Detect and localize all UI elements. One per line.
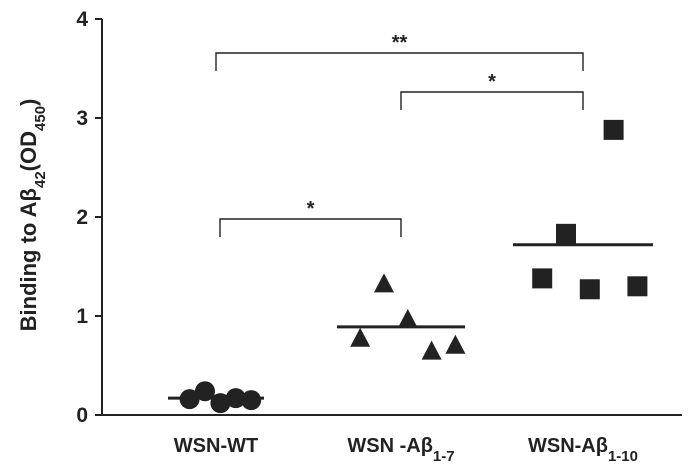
data-points (179, 119, 648, 414)
triangle-point (374, 273, 394, 293)
y-tick-label: 3 (76, 107, 88, 130)
x-category-label: WSN-WT (174, 435, 258, 457)
significance-label: ** (392, 32, 408, 54)
circle-point (210, 393, 231, 414)
significance-brackets: **** (215, 32, 584, 237)
y-axis-title-text: Binding to Aβ42(OD450) (16, 99, 49, 332)
circle-point (241, 390, 262, 411)
axes (101, 19, 682, 416)
significance-label: * (307, 198, 315, 220)
x-category-label: WSN-Aβ1-10 (528, 435, 638, 465)
square-point (556, 223, 576, 244)
significance-label: * (488, 71, 496, 93)
y-tick-label: 0 (76, 404, 88, 427)
y-tick-label: 2 (76, 206, 88, 229)
circle-point (179, 389, 200, 410)
significance-bracket (219, 218, 402, 237)
square-point (579, 279, 600, 300)
triangle-point (397, 308, 418, 328)
y-axis-title: Binding to Aβ42(OD450) (16, 99, 49, 332)
square-point (603, 119, 624, 140)
triangle-point (421, 340, 442, 360)
y-tick-label: 4 (76, 8, 88, 31)
y-ticks: 0 1 2 3 4 (76, 8, 102, 427)
square-point (627, 276, 648, 297)
x-category-label: WSN -Aβ1-7 (347, 435, 454, 465)
triangle-point (350, 327, 371, 347)
x-category-labels: WSN-WT WSN -Aβ1-7 WSN-Aβ1-10 (174, 435, 638, 465)
significance-bracket (215, 52, 584, 71)
circle-point (195, 381, 215, 402)
y-tick-label: 1 (76, 305, 88, 328)
circle-point (225, 388, 246, 409)
square-point (532, 268, 553, 289)
triangle-point (445, 334, 466, 354)
significance-bracket (400, 91, 584, 110)
